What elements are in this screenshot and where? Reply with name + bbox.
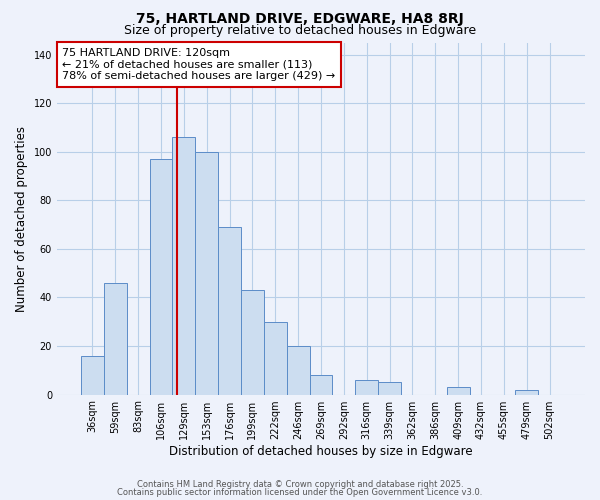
Bar [287, 346, 310, 395]
Bar [355, 380, 378, 394]
Bar [241, 290, 264, 395]
Bar [81, 356, 104, 395]
Text: 75 HARTLAND DRIVE: 120sqm
← 21% of detached houses are smaller (113)
78% of semi: 75 HARTLAND DRIVE: 120sqm ← 21% of detac… [62, 48, 335, 81]
Text: Contains public sector information licensed under the Open Government Licence v3: Contains public sector information licen… [118, 488, 482, 497]
Text: Size of property relative to detached houses in Edgware: Size of property relative to detached ho… [124, 24, 476, 37]
Bar [172, 137, 195, 394]
Y-axis label: Number of detached properties: Number of detached properties [15, 126, 28, 312]
Bar [515, 390, 538, 394]
Bar [264, 322, 287, 394]
Bar [104, 283, 127, 395]
Bar [446, 388, 470, 394]
Bar [149, 159, 172, 394]
Bar [195, 152, 218, 394]
Text: Contains HM Land Registry data © Crown copyright and database right 2025.: Contains HM Land Registry data © Crown c… [137, 480, 463, 489]
Text: 75, HARTLAND DRIVE, EDGWARE, HA8 8RJ: 75, HARTLAND DRIVE, EDGWARE, HA8 8RJ [136, 12, 464, 26]
Bar [378, 382, 401, 394]
Bar [218, 227, 241, 394]
Bar [310, 375, 332, 394]
X-axis label: Distribution of detached houses by size in Edgware: Distribution of detached houses by size … [169, 444, 473, 458]
